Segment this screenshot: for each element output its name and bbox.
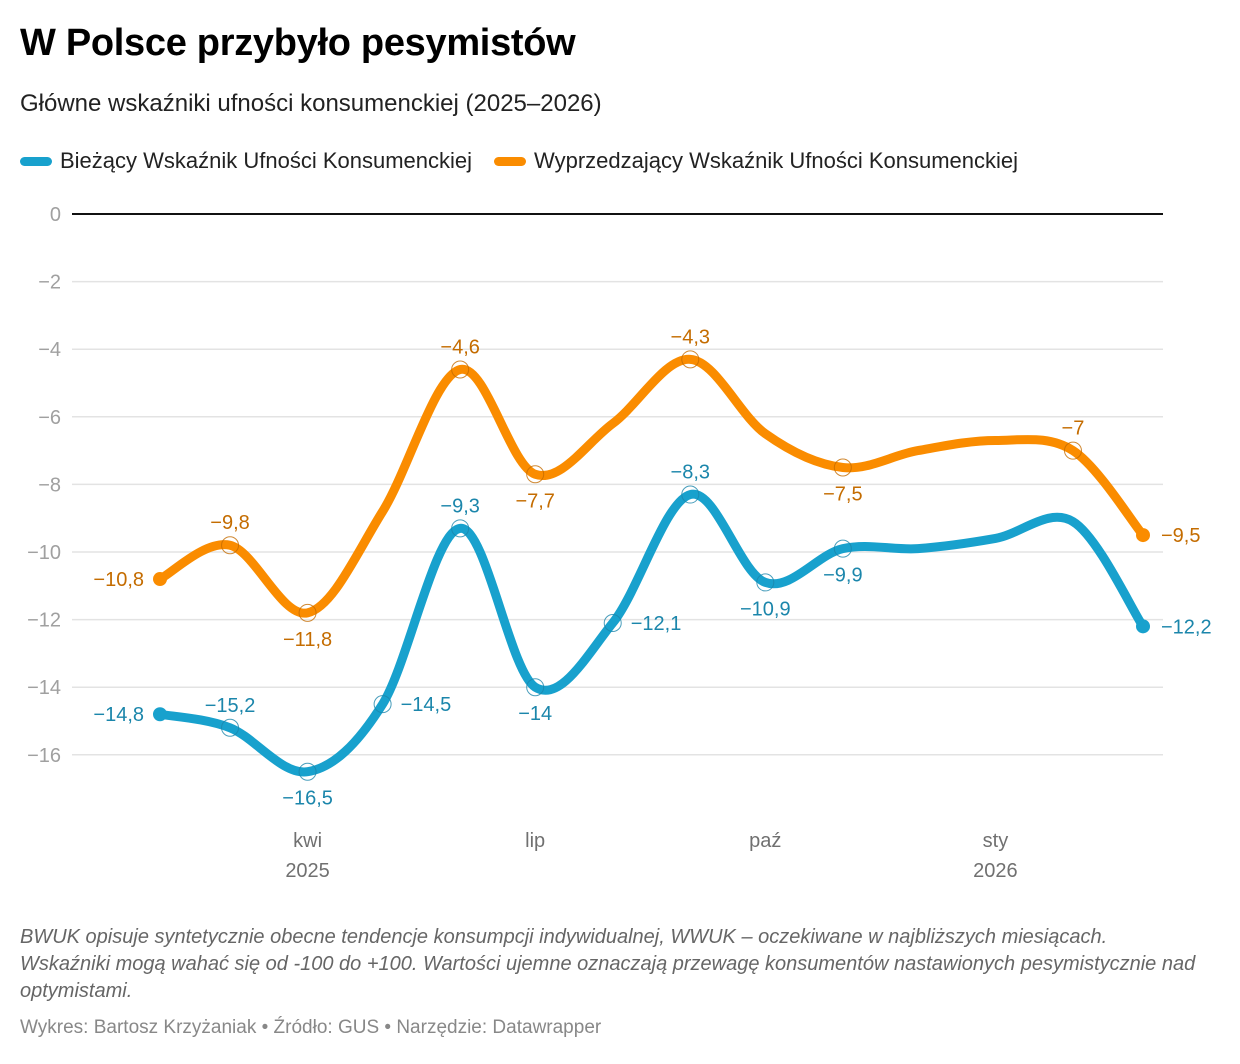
x-tick-year-label: 2026 — [973, 860, 1018, 882]
chart-legend: Bieżący Wskaźnik Ufności Konsumenckiej W… — [20, 148, 1040, 174]
series-line — [155, 354, 1148, 618]
data-label: −14,5 — [401, 694, 452, 716]
data-point-marker — [221, 718, 240, 737]
data-label: −9,3 — [440, 495, 479, 517]
legend-item-bwuk: Bieżący Wskaźnik Ufności Konsumenckiej — [20, 148, 472, 174]
legend-label-wwuk: Wyprzedzający Wskaźnik Ufności Konsumenc… — [534, 148, 1019, 173]
series-end-dot — [1136, 528, 1150, 543]
data-label: −14 — [518, 703, 552, 725]
series-bwuk — [153, 485, 1150, 781]
x-tick-year-label: 2025 — [285, 860, 330, 882]
data-label: −8,3 — [671, 462, 710, 484]
chart-title: W Polsce przybyło pesymistów — [20, 22, 576, 64]
chart-notes: BWUK opisuje syntetycznie obecne tendenc… — [20, 926, 1196, 1002]
data-label: −11,8 — [283, 629, 332, 651]
x-axis: kwi 2025 lip paź sty 2026 — [285, 830, 1017, 882]
data-point-marker — [833, 539, 852, 558]
y-axis: 0 −2 −4 −6 −8 −10 −12 −14 −16 — [27, 204, 61, 767]
y-tick-label: −14 — [27, 677, 61, 699]
x-tick-label: paź — [749, 830, 781, 852]
data-point-marker — [1063, 441, 1082, 460]
data-label: −14,8 — [93, 704, 144, 726]
data-label: −4,3 — [671, 326, 710, 348]
data-label: −7,5 — [823, 484, 862, 506]
x-tick-label: kwi — [293, 830, 322, 852]
data-point-marker — [451, 360, 470, 379]
series-end-dot — [153, 707, 167, 722]
x-tick-label: lip — [525, 830, 545, 852]
data-point-marker — [833, 458, 852, 477]
data-point-marker — [526, 678, 545, 697]
chart-subtitle: Główne wskaźniki ufności konsumenckiej (… — [20, 90, 602, 117]
series-wwuk — [153, 350, 1150, 622]
data-point-marker — [526, 465, 545, 484]
data-point-marker — [756, 573, 775, 592]
data-point-marker — [451, 519, 470, 538]
data-point-marker — [373, 695, 392, 714]
chart-credits: Wykres: Bartosz Krzyżaniak • Źródło: GUS… — [20, 1017, 602, 1038]
y-tick-label: −4 — [38, 339, 61, 361]
data-point-marker — [298, 762, 317, 781]
x-tick-label: sty — [983, 830, 1009, 852]
gridlines — [72, 213, 1163, 756]
data-label: −12,1 — [631, 613, 682, 635]
data-label: −12,2 — [1161, 616, 1212, 638]
data-label: −7 — [1062, 418, 1085, 440]
data-label: −15,2 — [205, 695, 256, 717]
data-label: −9,9 — [823, 565, 862, 587]
y-tick-label: −12 — [27, 610, 61, 632]
data-label: −7,7 — [515, 490, 554, 512]
data-label: −10,8 — [93, 569, 144, 591]
y-tick-label: 0 — [50, 204, 61, 226]
y-tick-label: −16 — [27, 745, 61, 767]
series — [153, 350, 1150, 781]
series-end-dot — [1136, 619, 1150, 634]
legend-swatch-wwuk — [494, 156, 527, 166]
data-label: −10,9 — [740, 598, 791, 620]
data-label: −16,5 — [282, 788, 333, 810]
data-point-marker — [681, 350, 700, 369]
legend-item-wwuk: Wyprzedzający Wskaźnik Ufności Konsumenc… — [494, 148, 1018, 174]
data-label: −9,5 — [1161, 525, 1200, 547]
legend-swatch-bwuk — [20, 156, 52, 166]
series-line — [155, 490, 1148, 777]
line-chart: 0 −2 −4 −6 −8 −10 −12 −14 −16 kwi 2025 lip paź sty 20… — [27, 204, 1212, 882]
data-label: −9,8 — [210, 512, 249, 534]
data-point-marker — [681, 485, 700, 504]
y-tick-label: −6 — [38, 407, 61, 429]
data-label: −4,6 — [440, 336, 479, 358]
data-point-marker — [221, 536, 240, 555]
legend-label-bwuk: Bieżący Wskaźnik Ufności Konsumenckiej — [60, 148, 473, 173]
data-labels: −14,8 −15,2 −16,5 −14,5 −9,3 −14 −12,1 −8,3 −10,… — [93, 326, 1211, 809]
series-end-dot — [153, 572, 167, 587]
y-tick-label: −2 — [38, 272, 61, 294]
data-point-marker — [603, 613, 622, 632]
y-tick-label: −10 — [27, 542, 61, 564]
y-tick-label: −8 — [38, 474, 61, 496]
data-point-marker — [298, 603, 317, 622]
